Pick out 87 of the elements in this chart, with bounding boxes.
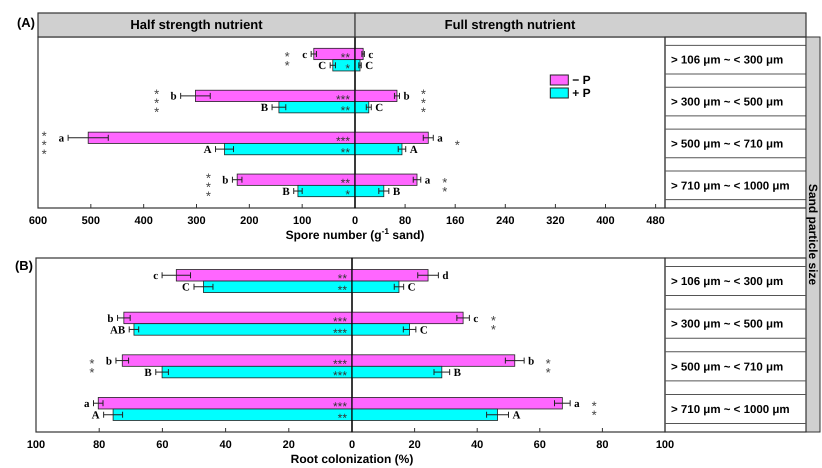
chart-title: (B) bbox=[14, 258, 33, 273]
data-label: c ** bbox=[473, 312, 496, 338]
y-tick-label: > 106 μm ~ < 300 μm bbox=[671, 54, 784, 67]
x-tick-label: 160 bbox=[446, 215, 464, 227]
x-tick-label: 320 bbox=[546, 215, 565, 227]
data-label: C bbox=[408, 282, 416, 294]
annotation: *** bbox=[332, 400, 348, 414]
x-tick-label: 80 bbox=[398, 215, 412, 227]
x-tick-label: 300 bbox=[187, 215, 206, 227]
annotation: * bbox=[345, 62, 350, 76]
y-tick-label: > 500 μm ~ < 710 μm bbox=[671, 138, 784, 150]
x-tick-label: 60 bbox=[534, 439, 546, 451]
data-label: c ** bbox=[284, 48, 308, 74]
annotation: ** bbox=[340, 104, 350, 118]
chart-title: (A) bbox=[16, 15, 35, 30]
data-label: d bbox=[442, 270, 449, 282]
annotation: ** bbox=[338, 411, 348, 426]
data-label: C bbox=[182, 282, 190, 294]
data-label: b ** bbox=[89, 355, 112, 380]
data-label: B bbox=[454, 366, 462, 379]
data-label: A bbox=[512, 410, 520, 422]
x-tick-label: 480 bbox=[646, 215, 665, 227]
x-tick-label: 0 bbox=[348, 439, 356, 451]
x-tick-label: 20 bbox=[282, 439, 295, 451]
data-label: b *** bbox=[206, 170, 228, 204]
data-label: C bbox=[420, 324, 428, 336]
x-tick-label: 60 bbox=[156, 439, 169, 451]
data-label: A bbox=[204, 144, 212, 156]
x-tick-label: 0 bbox=[352, 215, 358, 227]
annotation: ** bbox=[340, 146, 350, 160]
x-tick-label: 100 bbox=[26, 439, 46, 451]
data-label: c bbox=[153, 270, 158, 282]
data-label: b *** bbox=[403, 86, 426, 120]
y-tick-label: > 300 μm ~ < 500 μm bbox=[671, 96, 784, 109]
data-label: a ** bbox=[574, 398, 597, 422]
x-tick-label: 600 bbox=[28, 215, 48, 227]
data-label: B bbox=[260, 102, 269, 114]
x-tick-label: 400 bbox=[596, 215, 615, 227]
x-tick-label: 200 bbox=[240, 215, 259, 227]
x-tick-label: 40 bbox=[219, 439, 232, 451]
data-label: b ** bbox=[528, 355, 551, 380]
y-tick-label: > 710 μm ~ < 1000 μm bbox=[671, 180, 790, 192]
y-tick-label: > 500 μm ~ < 710 μm bbox=[671, 361, 784, 374]
annotation: *** bbox=[336, 92, 350, 106]
x-tick-label: 400 bbox=[134, 215, 153, 227]
data-label: b bbox=[107, 312, 114, 325]
data-label: A bbox=[92, 410, 100, 422]
data-label: AB bbox=[110, 324, 126, 336]
chart-subtitle: Full strength nutrient bbox=[444, 17, 576, 32]
data-label: a bbox=[84, 398, 90, 410]
chart-subtitle: Half strength nutrient bbox=[130, 17, 264, 32]
x-tick-label: 100 bbox=[292, 215, 312, 227]
x-tick-label: 80 bbox=[596, 439, 609, 451]
annotation: ** bbox=[340, 50, 350, 64]
x-tick-label: 500 bbox=[82, 215, 100, 227]
x-tick-label: 100 bbox=[656, 439, 674, 451]
annotation: ** bbox=[338, 283, 348, 298]
x-tick-label: 240 bbox=[496, 215, 514, 227]
y-tick-label: > 106 μm ~ < 300 μm bbox=[671, 276, 784, 288]
x-tick-label: 20 bbox=[408, 439, 421, 451]
data-label: C bbox=[365, 60, 374, 72]
annotation: *** bbox=[332, 368, 348, 383]
x-tick-label: 40 bbox=[471, 439, 484, 451]
data-label: a * bbox=[437, 132, 460, 152]
data-label: B bbox=[144, 366, 152, 379]
x-axis-title: Root colonization (%) bbox=[290, 452, 414, 466]
y-tick-label: > 300 μm ~ < 500 μm bbox=[671, 318, 784, 331]
data-label: a ** bbox=[424, 174, 448, 199]
legend-label: − P bbox=[572, 73, 591, 88]
data-label: C bbox=[318, 60, 326, 72]
data-label: c bbox=[368, 48, 374, 61]
annotation: ** bbox=[338, 272, 348, 286]
x-tick-label: 80 bbox=[93, 439, 106, 451]
data-label: a *** bbox=[42, 128, 65, 162]
data-label: b *** bbox=[154, 86, 177, 120]
annotation: *** bbox=[336, 134, 350, 148]
data-label: B bbox=[282, 186, 290, 198]
data-label: C bbox=[375, 102, 384, 114]
x-axis-title: Spore number (g$^{-1}$ sand) bbox=[286, 226, 424, 242]
annotation: *** bbox=[332, 326, 348, 340]
y2-axis-title: Sand particle size bbox=[806, 184, 820, 286]
annotation: *** bbox=[332, 314, 348, 328]
legend-label: + P bbox=[572, 86, 591, 100]
data-label: B bbox=[392, 186, 401, 198]
y-tick-label: > 710 μm ~ < 1000 μm bbox=[671, 404, 790, 416]
data-label: A bbox=[410, 144, 418, 156]
annotation: *** bbox=[332, 357, 348, 372]
